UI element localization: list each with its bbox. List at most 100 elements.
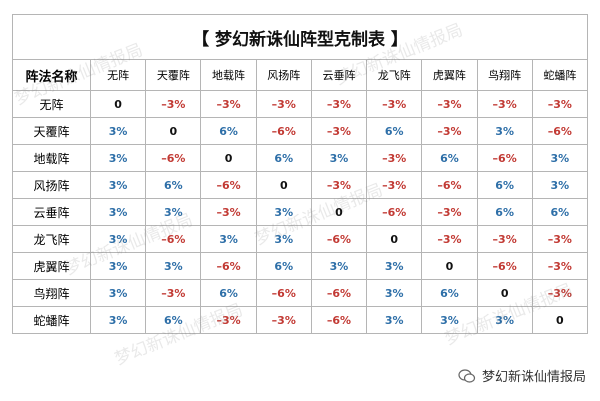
column-header: 虎翼阵 [421, 59, 478, 91]
cell: –3% [310, 90, 368, 118]
cell: –3% [310, 171, 368, 199]
cell: –6% [255, 117, 312, 145]
cell: 6% [255, 144, 312, 172]
cell: 3% [89, 279, 147, 307]
cell: –3% [366, 90, 423, 118]
cell: 6% [200, 279, 257, 307]
footer-text: 梦幻新诛仙情报局 [481, 370, 586, 385]
cell: 6% [255, 252, 312, 280]
cell: 6% [421, 279, 478, 307]
table-row: 无阵 0 –3% –3% –3% –3% –3% –3% –3% –3% [12, 90, 589, 118]
cell: –6% [310, 279, 368, 307]
cell: 0 [476, 279, 533, 307]
cell: 3% [366, 252, 423, 280]
cell: 0 [531, 306, 589, 334]
cell: 6% [200, 117, 257, 145]
table-row: 龙飞阵 3% –6% 3% 3% –6% 0 –3% –3% –3% [12, 225, 589, 253]
cell: –6% [200, 171, 257, 199]
table-row: 地载阵 3% –6% 0 6% 3% –3% 6% –6% 3% [12, 144, 589, 172]
cell: –3% [366, 171, 423, 199]
cell: –6% [531, 117, 589, 145]
cell: 3% [89, 117, 147, 145]
title: 【 梦幻新诛仙阵型克制表 】 [12, 14, 588, 60]
cell: –3% [255, 306, 312, 334]
cell: 0 [200, 144, 257, 172]
column-header: 天覆阵 [145, 59, 202, 91]
cell: –3% [476, 90, 533, 118]
cell: 0 [366, 225, 423, 253]
cell: –3% [200, 90, 257, 118]
cell: –6% [200, 252, 257, 280]
cell: –3% [421, 198, 478, 226]
cell: 3% [145, 198, 202, 226]
cell: 6% [531, 198, 589, 226]
cell: 3% [89, 171, 147, 199]
cell: –3% [476, 225, 533, 253]
cell: 3% [200, 225, 257, 253]
cell: –6% [255, 279, 312, 307]
cell: 0 [145, 117, 202, 145]
column-header: 龙飞阵 [366, 59, 423, 91]
column-header: 云垂阵 [310, 59, 368, 91]
table-row: 天覆阵 3% 0 6% –6% –3% 6% –3% 3% –6% [12, 117, 589, 145]
cell: 3% [89, 306, 147, 334]
cell: 6% [476, 171, 533, 199]
cell: 3% [531, 171, 589, 199]
cell: –3% [421, 117, 478, 145]
table-row: 风扬阵 3% 6% –6% 0 –3% –3% –6% 6% 3% [12, 171, 589, 199]
cell: 0 [421, 252, 478, 280]
table: 【 梦幻新诛仙阵型克制表 】 阵法名称 无阵 天覆阵 地载阵 风扬阵 云垂阵 龙飞阵 虎翼阵鸟… [12, 14, 589, 334]
cell: 6% [145, 306, 202, 334]
cell: 3% [476, 306, 533, 334]
cell: –3% [531, 225, 589, 253]
cell: –3% [145, 279, 202, 307]
cell: –6% [310, 225, 368, 253]
cell: 3% [145, 252, 202, 280]
cell: 3% [476, 117, 533, 145]
cell: 6% [145, 171, 202, 199]
cell: –3% [421, 90, 478, 118]
cell: 3% [366, 306, 423, 334]
row-header: 云垂阵 [12, 198, 91, 226]
cell: 0 [310, 198, 368, 226]
cell: 0 [255, 171, 312, 199]
cell: 3% [89, 198, 147, 226]
column-header: 风扬阵 [255, 59, 312, 91]
cell: –6% [310, 306, 368, 334]
row-header: 鸟翔阵 [12, 279, 91, 307]
cell: –3% [255, 90, 312, 118]
row-header: 无阵 [12, 90, 91, 118]
cell: 0 [89, 90, 147, 118]
cell: 3% [531, 144, 589, 172]
row-header: 风扬阵 [12, 171, 91, 199]
cell: 3% [89, 252, 147, 280]
cell: 3% [366, 279, 423, 307]
cell: –3% [310, 117, 368, 145]
cell: –3% [531, 252, 589, 280]
cell: 3% [310, 144, 368, 172]
cell: 3% [89, 225, 147, 253]
table-row: 鸟翔阵 3% –3% 6% –6% –6% 3% 6% 0 –3% [12, 279, 589, 307]
row-header: 虎翼阵 [12, 252, 91, 280]
footer: 梦幻新诛仙情报局 [458, 366, 586, 385]
wechat-icon [458, 368, 476, 383]
table-wrap: 【 梦幻新诛仙阵型克制表 】 阵法名称 无阵 天覆阵 地载阵 风扬阵 云垂阵 龙飞阵 虎翼阵鸟… [12, 14, 589, 334]
table-row: 云垂阵 3% 3% –3% 3% 0 –6% –3% 6% 6% [12, 198, 589, 226]
cell: –3% [531, 279, 589, 307]
cell: –3% [366, 144, 423, 172]
cell: –6% [366, 198, 423, 226]
row-header: 蛇蟠阵 [12, 306, 91, 334]
cell: 3% [421, 306, 478, 334]
table-row: 虎翼阵 3% 3% –6% 6% 3% 3% 0 –6% –3% [12, 252, 589, 280]
cell: 3% [255, 225, 312, 253]
row-header: 地载阵 [12, 144, 91, 172]
cell: 3% [255, 198, 312, 226]
cell: 3% [310, 252, 368, 280]
cell: 3% [89, 144, 147, 172]
cell: 6% [476, 198, 533, 226]
column-header: 无阵 [89, 59, 147, 91]
cell: 6% [366, 117, 423, 145]
row-header: 龙飞阵 [12, 225, 91, 253]
cell: –3% [421, 225, 478, 253]
